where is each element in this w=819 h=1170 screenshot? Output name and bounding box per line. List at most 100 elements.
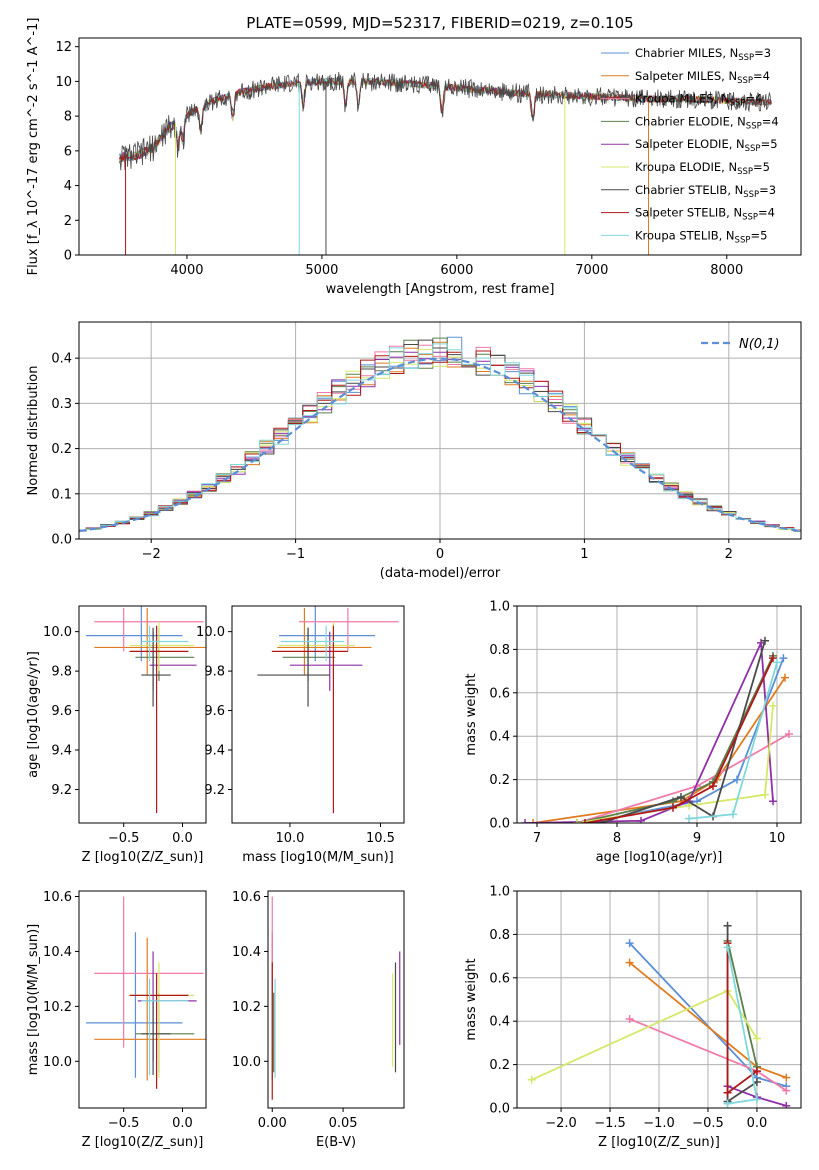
weight-lines-weight_vs_Z xyxy=(527,921,791,1108)
y-tick-label: 1.0 xyxy=(489,600,510,615)
y-tick-label: 2 xyxy=(64,214,72,229)
errorbars-age_vs_Z xyxy=(86,606,206,814)
y-axis-label: mass [log10(M/M_sun)] xyxy=(26,924,41,1076)
x-tick-label: 0.0 xyxy=(747,1116,768,1131)
x-tick-label: −0.5 xyxy=(108,1116,140,1131)
axes-frame xyxy=(231,605,405,824)
y-tick-label: 0.0 xyxy=(489,817,510,832)
x-tick-label: 10.5 xyxy=(366,831,395,846)
legend-label-sub: SSP xyxy=(746,121,762,131)
y-tick-label: 4 xyxy=(64,179,72,194)
y-tick-label: 0.6 xyxy=(489,971,510,986)
axes-age_vs_Z: −0.5 0.0 9.2 9.4 9.6 9.8 10.0 Z [log10(Z/Z_sun)… xyxy=(26,625,203,865)
x-tick-label: 0 xyxy=(436,547,444,562)
weight-line xyxy=(584,657,774,823)
weight-marker xyxy=(723,943,732,952)
legend-label-sub: SSP xyxy=(742,213,758,223)
weight-marker xyxy=(729,810,737,819)
legend-label-main: Salpeter MILES, N xyxy=(635,69,737,83)
plot-layer: 4000 5000 6000 7000 8000024681012wavelength … xyxy=(26,18,802,1150)
legend-label-end: =3 xyxy=(754,46,771,60)
x-tick-label: 0.05 xyxy=(329,1116,358,1131)
weight-marker xyxy=(723,921,732,930)
y-axis-label: age [log10(age/yr)] xyxy=(26,651,41,778)
x-tick-label: −1.0 xyxy=(643,1116,675,1131)
y-tick-label: 0.2 xyxy=(489,773,510,788)
legend-label-end: =4 xyxy=(758,206,775,220)
weight-marker xyxy=(782,1101,791,1108)
legend-label-main: Kroupa MILES, N xyxy=(635,92,730,106)
y-axis-label: Normed distribution xyxy=(26,366,41,496)
y-tick-label: 10.6 xyxy=(43,890,72,905)
x-tick-label: 7000 xyxy=(575,263,608,278)
legend-label-end: =5 xyxy=(761,137,778,151)
y-tick-label: 0.1 xyxy=(51,487,72,502)
y-tick-label: 0.0 xyxy=(51,533,72,548)
legend-label: Chabrier STELIB, NSSP=3 xyxy=(635,183,776,200)
y-tick-label: 10.2 xyxy=(43,1000,72,1015)
weight-marker xyxy=(685,814,693,823)
y-tick-label: 10.0 xyxy=(196,625,225,640)
y-tick-label: 12 xyxy=(55,40,72,55)
legend-label-main: Chabrier ELODIE, N xyxy=(635,114,746,128)
legend-label-main: Salpeter ELODIE, N xyxy=(635,137,745,151)
y-tick-label: 9.2 xyxy=(204,783,225,798)
y-tick-label: 10.0 xyxy=(43,1055,72,1070)
weight-marker xyxy=(529,819,537,823)
weight-lines-weight_vs_age xyxy=(521,636,793,823)
y-tick-label: 0.8 xyxy=(489,643,510,658)
weight-marker xyxy=(709,782,717,791)
weight-marker xyxy=(769,654,777,663)
y-tick-label: 6 xyxy=(64,144,72,159)
legend-label: Kroupa STELIB, NSSP=5 xyxy=(635,228,767,245)
legend-label-main: Chabrier STELIB, N xyxy=(635,183,743,197)
y-tick-label: 9.8 xyxy=(51,665,72,680)
axes-spectrum: 4000 5000 6000 7000 8000 0 2 4 6 8 10 12 wavelength … xyxy=(26,18,743,297)
x-tick-label: 1 xyxy=(580,547,588,562)
y-axis-label: mass weight xyxy=(464,673,479,755)
weight-marker xyxy=(785,730,793,739)
weight-line xyxy=(726,940,758,1068)
x-tick-label: −2 xyxy=(142,547,161,562)
spectrum-line xyxy=(119,71,772,171)
legend-label-main: Salpeter STELIB, N xyxy=(635,206,742,220)
x-tick-label: 0.0 xyxy=(172,1116,193,1131)
legend-residuals: N(0,1) xyxy=(701,337,780,352)
x-axis-label: Z [log10(Z/Z_sun)] xyxy=(82,1135,204,1150)
axes-mass_vs_ebv: 0.00 0.05 10.0 10.2 10.4 10.6 E(B-V) xyxy=(232,890,358,1150)
weight-marker xyxy=(637,816,645,823)
axes-residuals: −2 −1 0 1 2 0.0 0.1 0.2 0.3 0.4 (data-model)/error… xyxy=(26,322,801,581)
y-axis-label: Flux [f_λ 10^-17 erg cm^-2 s^-1 A^-1] xyxy=(26,18,41,276)
weight-marker xyxy=(573,819,581,823)
weight-marker xyxy=(521,819,529,823)
axes-frame xyxy=(267,890,405,1109)
x-tick-label: −0.5 xyxy=(108,831,140,846)
weight-marker xyxy=(625,939,634,948)
weight-marker xyxy=(761,790,769,799)
legend-label: Salpeter MILES, NSSP=4 xyxy=(635,69,770,86)
y-tick-label: 0 xyxy=(64,249,72,264)
legend-label-sub: SSP xyxy=(745,144,761,154)
x-tick-label: 2 xyxy=(725,547,733,562)
legend-label-main: Kroupa ELODIE, N xyxy=(635,160,737,174)
legend-label-sub: SSP xyxy=(737,76,753,86)
x-axis-label: mass [log10(M/M_sun)] xyxy=(242,850,394,865)
x-axis-label: age [log10(age/yr)] xyxy=(596,850,723,865)
errorbars-age_vs_mass xyxy=(257,606,399,814)
x-tick-label: 6000 xyxy=(440,263,473,278)
legend-label-end: =4 xyxy=(762,114,779,128)
legend-label: Chabrier ELODIE, NSSP=4 xyxy=(635,114,779,131)
legend-label-end: =4 xyxy=(745,92,762,106)
weight-marker xyxy=(761,636,769,645)
y-tick-label: 0.2 xyxy=(489,1058,510,1073)
x-tick-label: 4000 xyxy=(170,263,203,278)
legend-label: Salpeter ELODIE, NSSP=5 xyxy=(635,137,778,154)
legend-label: Salpeter STELIB, NSSP=4 xyxy=(635,206,775,223)
weight-line xyxy=(532,677,786,823)
weight-marker xyxy=(677,792,685,801)
y-tick-label: 10.4 xyxy=(232,945,261,960)
y-tick-label: 0.4 xyxy=(51,352,72,367)
